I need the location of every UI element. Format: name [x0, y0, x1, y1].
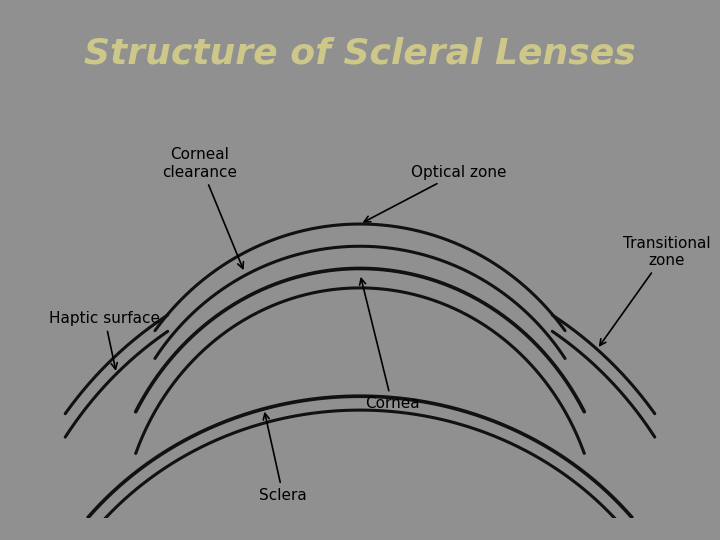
Text: Corneal
clearance: Corneal clearance: [162, 147, 243, 268]
Text: Cornea: Cornea: [359, 279, 419, 411]
Text: Optical zone: Optical zone: [364, 165, 507, 222]
Text: Structure of Scleral Lenses: Structure of Scleral Lenses: [84, 37, 636, 70]
Text: Haptic surface: Haptic surface: [49, 311, 161, 369]
Text: Sclera: Sclera: [259, 414, 307, 503]
Text: Transitional
zone: Transitional zone: [600, 235, 711, 346]
